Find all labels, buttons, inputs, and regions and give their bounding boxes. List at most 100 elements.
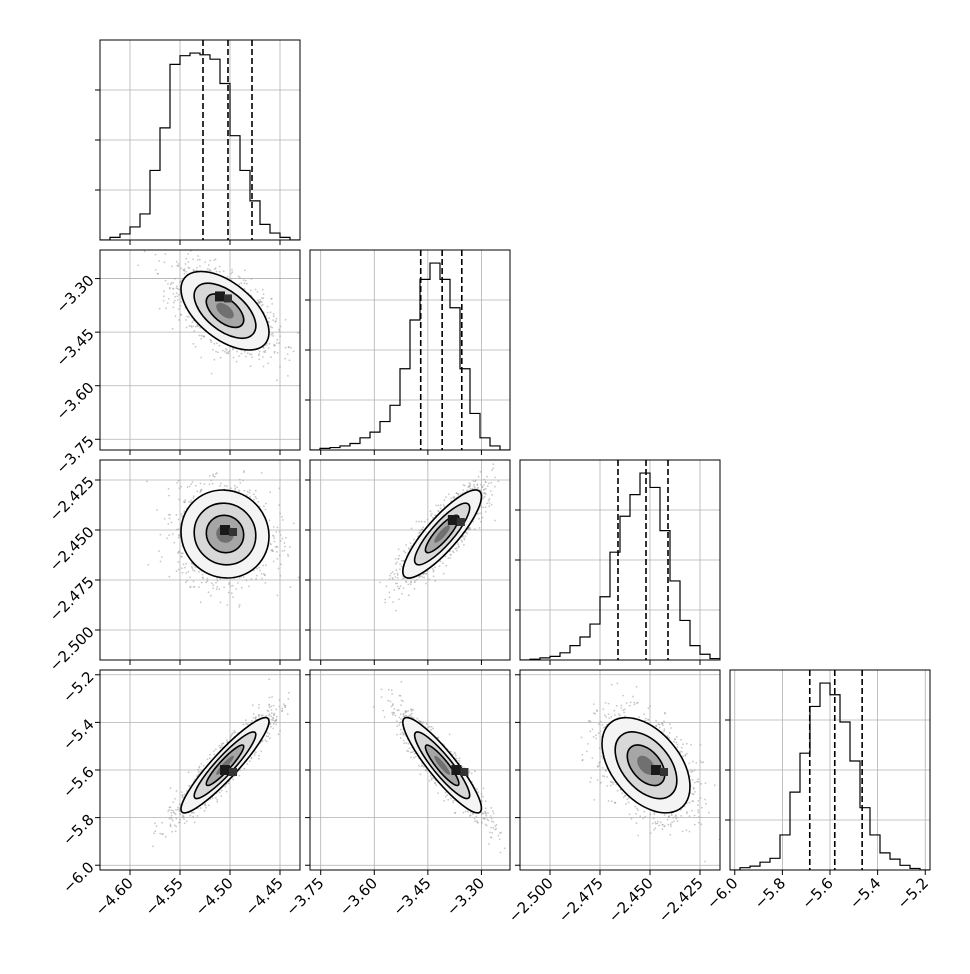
- scatter-point: [247, 491, 249, 493]
- scatter-point: [480, 471, 482, 473]
- scatter-point: [456, 548, 458, 550]
- scatter-point: [434, 515, 436, 517]
- scatter-point: [270, 356, 272, 358]
- scatter-point: [215, 258, 217, 260]
- scatter-point: [183, 563, 185, 565]
- scatter-point: [210, 595, 212, 597]
- scatter-point: [491, 469, 493, 471]
- scatter-point: [187, 486, 189, 488]
- scatter-point: [398, 548, 400, 550]
- scatter-point: [271, 549, 273, 551]
- scatter-point: [270, 311, 272, 313]
- scatter-point: [279, 335, 281, 337]
- scatter-point: [160, 534, 162, 536]
- scatter-point: [398, 588, 400, 590]
- scatter-point: [290, 586, 292, 588]
- scatter-point: [285, 537, 287, 539]
- scatter-point: [273, 537, 275, 539]
- scatter-point: [393, 573, 395, 575]
- scatter-point: [443, 573, 445, 575]
- scatter-point: [482, 517, 484, 519]
- scatter-point: [249, 353, 251, 355]
- scatter-point: [200, 483, 202, 485]
- scatter-point: [228, 592, 230, 594]
- scatter-point: [438, 505, 440, 507]
- scatter-point: [181, 556, 183, 558]
- scatter-point: [175, 830, 177, 832]
- scatter-point: [263, 347, 265, 349]
- scatter-point: [238, 283, 240, 285]
- scatter-point: [216, 588, 218, 590]
- scatter-point: [256, 568, 258, 570]
- scatter-point: [472, 488, 474, 490]
- scatter-point: [239, 604, 241, 606]
- scatter-point: [212, 349, 214, 351]
- scatter-point: [483, 497, 485, 499]
- scatter-point: [238, 490, 240, 492]
- histogram-step: [310, 263, 510, 450]
- scatter-point: [263, 366, 265, 368]
- scatter-point: [276, 318, 278, 320]
- scatter-panel-3-2: [310, 460, 510, 660]
- scatter-point: [250, 365, 252, 367]
- scatter-point: [176, 286, 178, 288]
- scatter-point: [207, 268, 209, 270]
- scatter-point: [201, 489, 203, 491]
- scatter-point: [178, 519, 180, 521]
- scatter-point: [483, 484, 485, 486]
- scatter-point: [297, 332, 299, 334]
- density-peak-adjacent: [229, 528, 237, 536]
- scatter-point: [232, 596, 234, 598]
- scatter-point: [163, 290, 165, 292]
- scatter-point: [480, 512, 482, 514]
- scatter-point: [405, 544, 407, 546]
- scatter-point: [246, 283, 248, 285]
- scatter-point: [178, 528, 180, 530]
- scatter-point: [213, 259, 215, 261]
- scatter-point: [410, 583, 412, 585]
- scatter-point: [235, 588, 237, 590]
- scatter-point: [389, 592, 391, 594]
- scatter-point: [209, 475, 211, 477]
- scatter-point: [486, 502, 488, 504]
- scatter-point: [263, 573, 265, 575]
- scatter-point: [178, 535, 180, 537]
- scatter-point: [212, 483, 214, 485]
- scatter-point: [215, 582, 217, 584]
- scatter-point: [482, 507, 484, 509]
- scatter-point: [195, 326, 197, 328]
- scatter-point: [399, 568, 401, 570]
- scatter-point: [176, 287, 178, 289]
- scatter-point: [238, 275, 240, 277]
- scatter-point: [278, 342, 280, 344]
- scatter-point: [192, 497, 194, 499]
- scatter-point: [214, 343, 216, 345]
- scatter-point: [474, 487, 476, 489]
- scatter-point: [193, 495, 195, 497]
- scatter-point: [491, 494, 493, 496]
- scatter-point: [489, 498, 491, 500]
- scatter-point: [427, 519, 429, 521]
- scatter-point: [227, 351, 229, 353]
- scatter-point: [244, 270, 246, 272]
- scatter-point: [423, 577, 425, 579]
- scatter-point: [445, 565, 447, 567]
- scatter-point: [447, 557, 449, 559]
- scatter-point: [483, 479, 485, 481]
- scatter-point: [473, 484, 475, 486]
- scatter-point: [273, 526, 275, 528]
- scatter-point: [163, 300, 165, 302]
- scatter-point: [208, 264, 210, 266]
- scatter-point: [432, 568, 434, 570]
- scatter-point: [273, 561, 275, 563]
- scatter-point: [498, 480, 500, 482]
- scatter-point: [384, 599, 386, 601]
- scatter-point: [185, 319, 187, 321]
- scatter-point: [178, 319, 180, 321]
- scatter-point: [298, 577, 300, 579]
- scatter-point: [230, 487, 232, 489]
- scatter-point: [197, 259, 199, 261]
- scatter-point: [200, 601, 202, 603]
- scatter-point: [456, 550, 458, 552]
- scatter-point: [178, 265, 180, 267]
